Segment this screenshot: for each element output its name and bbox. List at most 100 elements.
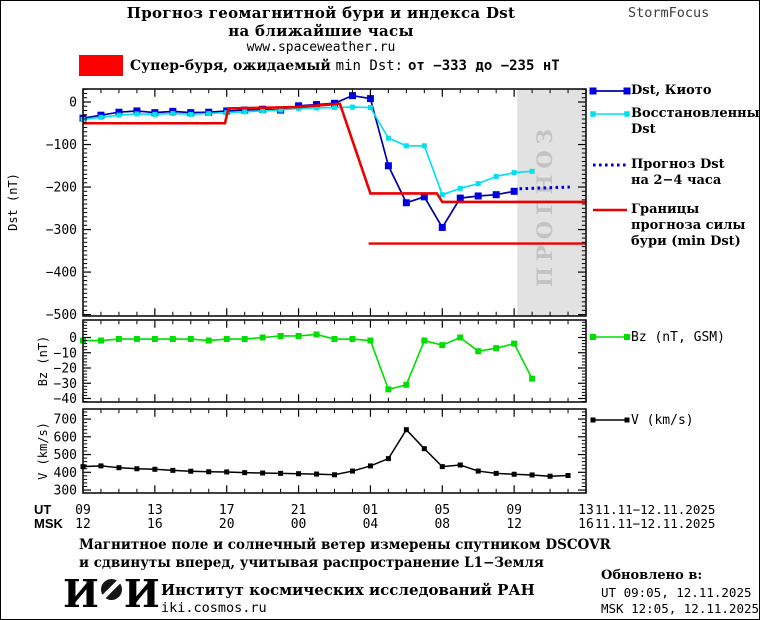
v-marker xyxy=(170,467,176,473)
dst-kyoto-series xyxy=(82,94,515,230)
bz-marker xyxy=(439,342,446,349)
iki-logo: И И xyxy=(63,575,160,613)
legend-restored-line2: Dst xyxy=(631,122,656,137)
restored-dst-marker xyxy=(242,109,248,115)
restored-dst-marker xyxy=(367,105,373,111)
y-axis-title: Dst (nT) xyxy=(6,173,20,231)
bz-marker xyxy=(385,386,392,393)
y-tick-label: 400 xyxy=(54,466,77,481)
restored-dst-marker xyxy=(116,112,122,118)
legend-swatch-dst-kyoto xyxy=(589,87,597,95)
bz-marker xyxy=(151,336,158,343)
dst-kyoto-marker xyxy=(474,192,482,200)
bz-marker xyxy=(295,332,302,339)
restored-dst-marker xyxy=(206,110,212,116)
bz-marker xyxy=(205,337,212,344)
x-tick-msk: 04 xyxy=(363,517,379,532)
y-axis-title: Bz (nT) xyxy=(36,336,50,387)
brand-stormfocus: StormFocus xyxy=(628,5,710,21)
restored-dst-marker xyxy=(134,111,140,117)
v-series xyxy=(82,428,569,477)
legend-bounds-line2: прогноза силы xyxy=(631,218,746,233)
x-tick-ut: 05 xyxy=(434,503,450,518)
date-range-ut: 11.11−12.11.2025 xyxy=(595,502,715,517)
dst-forecast-series xyxy=(519,185,570,191)
legend-swatch-v xyxy=(590,417,596,423)
iki-logo-globe-icon xyxy=(100,579,122,600)
v-marker xyxy=(511,471,517,477)
iki-site-link[interactable]: iki.cosmos.ru xyxy=(161,600,267,616)
iki-logo-letter-right: И xyxy=(123,571,160,616)
v-marker xyxy=(349,468,355,474)
x-tick-ut: 13 xyxy=(147,503,163,518)
restored-dst-marker xyxy=(529,168,535,174)
restored-dst-marker xyxy=(170,110,176,116)
x-tick-ut: 09 xyxy=(75,503,91,518)
storm-level-swatch xyxy=(79,55,123,76)
x-tick-ut: 17 xyxy=(219,503,235,518)
bz-marker xyxy=(367,337,374,344)
restored-dst-marker xyxy=(260,108,266,114)
bz-marker xyxy=(241,336,248,343)
restored-dst-marker xyxy=(511,170,517,176)
y-tick-label: −400 xyxy=(46,266,77,281)
restored-dst-marker xyxy=(457,185,463,191)
y-tick-label: 600 xyxy=(54,430,77,445)
legend-restored-line1: Восстановленный xyxy=(631,106,760,121)
bz-marker xyxy=(259,334,266,341)
restored-dst-marker xyxy=(188,111,194,117)
spaceweather-link[interactable]: www.spaceweather.ru xyxy=(246,40,396,55)
bz-series xyxy=(83,333,533,391)
panel-frame xyxy=(82,88,587,317)
panel-frame xyxy=(82,319,587,403)
msk-row-label: MSK xyxy=(34,516,64,531)
legend-swatch-restored xyxy=(590,111,596,117)
v-marker xyxy=(296,471,302,477)
y-tick-label: −200 xyxy=(46,181,77,196)
v-marker xyxy=(493,470,499,476)
date-range-msk: 11.11−12.11.2025 xyxy=(595,516,715,531)
storm-warning-range: от −333 до −235 нТ xyxy=(407,57,560,74)
restored-dst-marker xyxy=(421,143,427,149)
x-tick-msk: 12 xyxy=(75,517,91,532)
restored-dst-series xyxy=(82,106,533,196)
v-marker xyxy=(242,470,248,476)
y-tick-label: −30 xyxy=(54,377,77,392)
legend-bounds-line3: бури (min Dst) xyxy=(631,234,741,249)
v-marker xyxy=(206,469,212,475)
legend-swatch-restored xyxy=(624,111,630,117)
dst-kyoto-marker xyxy=(456,194,464,202)
v-marker xyxy=(152,466,158,472)
restored-dst-marker xyxy=(439,192,445,198)
dst-kyoto-marker xyxy=(384,162,392,170)
v-marker xyxy=(98,463,104,469)
restored-dst-marker xyxy=(332,105,337,111)
y-tick-label: 500 xyxy=(54,448,77,463)
v-marker xyxy=(565,472,571,478)
x-tick-msk: 16 xyxy=(578,517,594,532)
v-marker xyxy=(224,469,230,475)
legend-bounds: Границы прогноза силы бури (min Dst) xyxy=(631,202,745,250)
legend-v: V (km/s) xyxy=(631,413,694,428)
y-tick-label: 0 xyxy=(69,331,77,346)
ut-row-label: UT xyxy=(34,502,51,517)
updated-msk: MSK 12:05, 12.11.2025 xyxy=(601,601,760,616)
v-marker xyxy=(367,463,373,469)
dst-kyoto-marker xyxy=(492,191,500,199)
restored-dst-marker xyxy=(493,173,499,179)
panel-frame xyxy=(82,408,587,494)
legend-bz: Bz (nT, GSM) xyxy=(631,330,725,345)
x-tick-msk: 00 xyxy=(291,517,307,532)
legend-forecast-line1: Прогноз Dst xyxy=(631,157,725,172)
restored-dst-marker xyxy=(475,181,481,187)
legend-dst-kyoto: Dst, Киото xyxy=(631,83,712,98)
footer-note-line1: Магнитное поле и солнечный ветер измерен… xyxy=(79,537,611,553)
dst-kyoto-marker xyxy=(420,193,428,201)
restored-dst-marker xyxy=(152,111,158,117)
v-marker xyxy=(385,456,391,462)
v-marker xyxy=(547,473,553,479)
updated-ut: UT 09:05, 12.11.2025 xyxy=(601,585,752,600)
legend-forecast: Прогноз Dst на 2−4 часа xyxy=(631,157,725,189)
v-marker xyxy=(134,466,140,472)
bz-marker xyxy=(331,336,338,343)
